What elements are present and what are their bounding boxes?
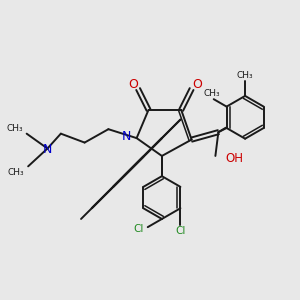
Text: O: O bbox=[128, 78, 138, 91]
Text: Cl: Cl bbox=[175, 226, 186, 236]
Text: CH₃: CH₃ bbox=[237, 70, 254, 80]
Text: N: N bbox=[43, 142, 52, 156]
Text: CH₃: CH₃ bbox=[8, 168, 25, 177]
Text: N: N bbox=[122, 130, 131, 143]
Text: O: O bbox=[192, 78, 202, 91]
Text: Cl: Cl bbox=[134, 224, 144, 234]
Text: CH₃: CH₃ bbox=[204, 89, 220, 98]
Text: OH: OH bbox=[226, 152, 244, 165]
Text: CH₃: CH₃ bbox=[7, 124, 23, 133]
